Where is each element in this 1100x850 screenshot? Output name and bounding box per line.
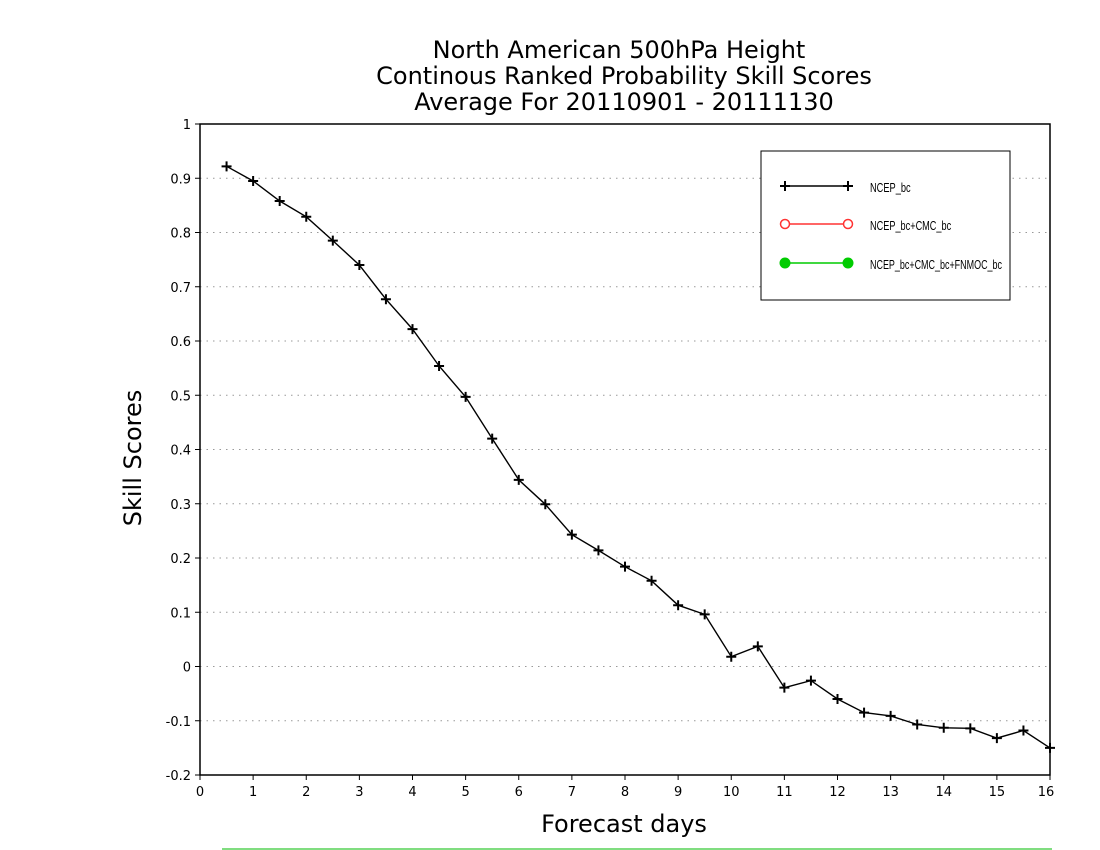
- x-axis-label: Forecast days: [541, 810, 707, 838]
- data-point-marker: [354, 260, 365, 271]
- series-line: [226, 165, 1051, 749]
- data-point-marker: [832, 694, 843, 705]
- data-point-marker: [1018, 725, 1029, 736]
- data-point-marker: [885, 710, 896, 721]
- legend-marker: [780, 181, 790, 191]
- y-tick-label: 0.2: [170, 552, 191, 567]
- x-tick-label: 13: [882, 785, 899, 800]
- y-tick-label: 1: [183, 118, 191, 133]
- legend-label: NCEP_bc: [870, 180, 911, 195]
- data-point-marker: [301, 211, 312, 222]
- x-tick-label: 11: [776, 785, 793, 800]
- y-tick-label: 0.9: [170, 172, 191, 187]
- data-point-marker: [221, 161, 232, 172]
- data-point-marker: [965, 723, 976, 734]
- y-tick-label: 0.5: [170, 389, 191, 404]
- data-point-marker: [726, 651, 737, 662]
- data-point-marker: [513, 474, 524, 485]
- data-point-marker: [407, 324, 418, 335]
- y-tick-label: -0.2: [166, 769, 191, 784]
- x-tick-label: 0: [196, 785, 204, 800]
- x-tick-label: 10: [723, 785, 740, 800]
- data-point-marker: [248, 175, 259, 186]
- y-tick-label: 0: [183, 661, 191, 676]
- x-axis-ticks: 0 1 2 3 4 5 6 7 8 9 10 11 12 13 14 15 16: [196, 775, 1054, 800]
- x-tick-label: 12: [829, 785, 846, 800]
- legend-box: [760, 150, 1011, 301]
- x-tick-label: 2: [302, 785, 310, 800]
- chart-title-line-3: Average For 20110901 - 20111130: [414, 88, 834, 116]
- data-point-marker: [593, 545, 604, 556]
- data-point-marker: [1045, 742, 1055, 753]
- y-tick-label: 0.7: [170, 281, 191, 296]
- x-tick-label: 8: [621, 785, 629, 800]
- x-tick-label: 7: [568, 785, 576, 800]
- data-point-marker: [859, 707, 870, 718]
- y-tick-label: 0.4: [170, 444, 191, 459]
- series-NCEP_bc: [221, 161, 1055, 753]
- data-point-marker: [487, 433, 498, 444]
- series-lines: [221, 161, 1055, 753]
- legend-marker: [843, 181, 853, 191]
- data-point-marker: [752, 641, 763, 652]
- x-tick-label: 6: [515, 785, 523, 800]
- x-tick-label: 1: [249, 785, 257, 800]
- data-point-marker: [938, 722, 949, 733]
- legend-label: NCEP_bc+CMC_bc: [870, 218, 952, 233]
- data-point-marker: [434, 360, 445, 371]
- legend: NCEP_bc NCEP_bc+CMC_bc NCEP_bc+CMC_bc+FNMO…: [760, 150, 1011, 301]
- x-tick-label: 15: [989, 785, 1006, 800]
- y-tick-label: 0.3: [170, 498, 191, 513]
- y-tick-label: 0.1: [170, 606, 191, 621]
- x-tick-label: 16: [1038, 785, 1055, 800]
- data-point-marker: [673, 600, 684, 611]
- chart-title: North American 500hPa Height Continous R…: [376, 36, 872, 116]
- data-point-marker: [991, 733, 1002, 744]
- y-tick-label: -0.1: [166, 715, 191, 730]
- legend-marker: [779, 218, 791, 230]
- chart-title-line-1: North American 500hPa Height: [433, 36, 806, 64]
- data-point-marker: [646, 575, 657, 586]
- data-point-marker: [805, 675, 816, 686]
- legend-marker: [842, 218, 854, 230]
- data-point-marker: [620, 561, 630, 572]
- data-point-marker: [699, 609, 710, 620]
- y-axis-ticks: -0.2 -0.1 0 0.1 0.2 0.3 0.4 0.5 0.6 0.7 0.8 0.9 1: [166, 118, 200, 784]
- legend-marker: [842, 257, 854, 269]
- data-point-marker: [380, 294, 391, 305]
- x-tick-label: 3: [355, 785, 363, 800]
- data-point-marker: [460, 391, 471, 402]
- x-tick-label: 9: [674, 785, 682, 800]
- x-tick-label: 4: [408, 785, 416, 800]
- data-point-marker: [566, 529, 577, 540]
- y-axis-label: Skill Scores: [119, 390, 147, 527]
- data-point-marker: [779, 682, 790, 693]
- legend-marker: [779, 257, 791, 269]
- data-point-marker: [327, 235, 338, 246]
- x-tick-label: 5: [461, 785, 469, 800]
- data-point-marker: [912, 719, 923, 730]
- y-tick-label: 0.8: [170, 227, 191, 242]
- y-tick-label: 0.6: [170, 335, 191, 350]
- legend-label: NCEP_bc+CMC_bc+FNMOC_bc: [870, 257, 1002, 272]
- chart-title-line-2: Continous Ranked Probability Skill Score…: [376, 62, 872, 90]
- data-point-marker: [274, 196, 285, 207]
- data-point-marker: [540, 499, 551, 510]
- x-tick-label: 14: [935, 785, 952, 800]
